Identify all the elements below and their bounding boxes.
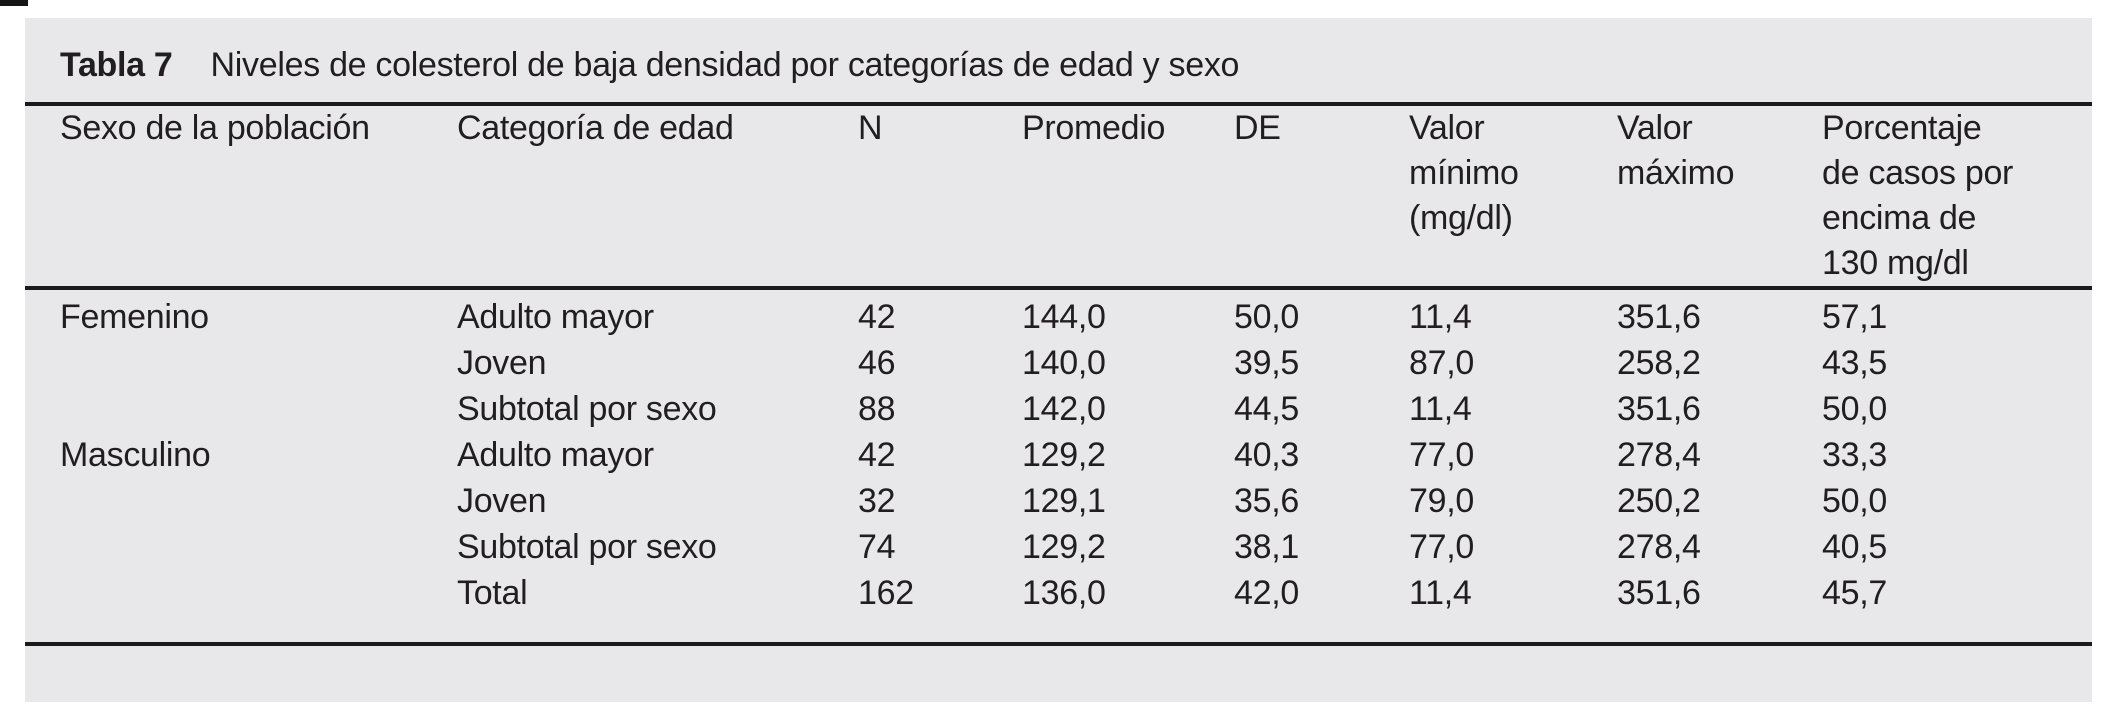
- column-header-n: N: [858, 106, 910, 290]
- cell-porcentaje: 45,7: [1822, 570, 2092, 646]
- cell-sexo: [25, 570, 457, 646]
- cell-categoria: Subtotal por sexo: [457, 528, 717, 566]
- cell-n: 42: [858, 298, 896, 336]
- column-header-categoria: Categoría de edad: [457, 106, 858, 290]
- cell-de: 40,3: [1234, 436, 1299, 474]
- table-row: Joven 32 129,1 35,6 79,0 250,2 50,0: [25, 478, 2092, 524]
- cell-n: 74: [858, 528, 896, 566]
- cell-sexo: [25, 340, 457, 386]
- table-row: Subtotal por sexo 74 129,2 38,1 77,0 278…: [25, 524, 2092, 570]
- spacer-cell: [910, 478, 1022, 524]
- cell-categoria: Adulto mayor: [457, 436, 654, 474]
- cell-valor-maximo: 278,4: [1617, 436, 1701, 474]
- cell-porcentaje: 50,0: [1822, 390, 1887, 428]
- cholesterol-table: Sexo de la población Categoría de edad N…: [25, 106, 2092, 646]
- cell-categoria: Total: [457, 570, 858, 646]
- cell-de: 39,5: [1234, 344, 1299, 382]
- spacer-cell: [910, 288, 1022, 340]
- spacer-cell: [910, 524, 1022, 570]
- cell-porcentaje: 57,1: [1822, 298, 1887, 336]
- cell-porcentaje: 50,0: [1822, 482, 1887, 520]
- cell-valor-minimo: 11,4: [1409, 390, 1472, 428]
- cell-valor-maximo: 258,2: [1617, 344, 1701, 382]
- cell-de: 42,0: [1234, 570, 1409, 646]
- cell-valor-minimo: 79,0: [1409, 482, 1474, 520]
- cell-de: 50,0: [1234, 298, 1299, 336]
- table-caption-label: Tabla 7: [60, 45, 173, 84]
- header-row: Sexo de la población Categoría de edad N…: [25, 106, 2092, 290]
- column-header-sexo: Sexo de la población: [25, 106, 457, 290]
- cell-categoria: Joven: [457, 482, 547, 520]
- table-panel: Tabla 7 Niveles de colesterol de baja de…: [25, 18, 2092, 702]
- table-caption-text: Niveles de colesterol de baja densidad p…: [210, 45, 1240, 84]
- table-caption: Tabla 7 Niveles de colesterol de baja de…: [25, 18, 2092, 106]
- scan-artifact-mark: [0, 0, 28, 6]
- cell-valor-maximo: 351,6: [1617, 390, 1701, 428]
- cell-sexo: [25, 386, 457, 432]
- spacer-cell: [910, 386, 1022, 432]
- cell-valor-minimo: 77,0: [1409, 436, 1474, 474]
- cell-promedio: 144,0: [1022, 298, 1106, 336]
- cell-promedio: 129,2: [1022, 436, 1106, 474]
- spacer-cell: [910, 340, 1022, 386]
- cell-sexo: Femenino: [60, 298, 209, 336]
- column-header-valor-maximo: Valor máximo: [1617, 106, 1822, 290]
- cell-promedio: 142,0: [1022, 390, 1106, 428]
- table-row: Masculino Adulto mayor 42 129,2 40,3 77,…: [25, 432, 2092, 478]
- column-header-porcentaje: Porcentaje de casos por encima de 130 mg…: [1822, 106, 2092, 290]
- table-row: Femenino Adulto mayor 42 144,0 50,0 11,4…: [25, 288, 2092, 340]
- cell-categoria: Joven: [457, 344, 547, 382]
- cell-valor-maximo: 250,2: [1617, 482, 1701, 520]
- cell-de: 35,6: [1234, 482, 1299, 520]
- cell-promedio: 129,2: [1022, 528, 1106, 566]
- cell-valor-maximo: 351,6: [1617, 298, 1701, 336]
- table-row: Total 162 136,0 42,0 11,4 351,6 45,7: [25, 570, 2092, 646]
- cell-valor-maximo: 351,6: [1617, 570, 1822, 646]
- column-header-promedio: Promedio: [1022, 106, 1234, 290]
- cell-valor-minimo: 11,4: [1409, 298, 1472, 336]
- column-header-de: DE: [1234, 106, 1409, 290]
- cell-categoria: Adulto mayor: [457, 298, 654, 336]
- spacer-cell: [910, 432, 1022, 478]
- cell-sexo: [25, 478, 457, 524]
- cell-valor-minimo: 11,4: [1409, 570, 1617, 646]
- cell-n: 46: [858, 344, 896, 382]
- column-header-valor-minimo: Valor mínimo (mg/dl): [1409, 106, 1617, 290]
- cell-categoria: Subtotal por sexo: [457, 390, 717, 428]
- cell-porcentaje: 43,5: [1822, 344, 1887, 382]
- cell-valor-maximo: 278,4: [1617, 528, 1701, 566]
- cell-valor-minimo: 87,0: [1409, 344, 1474, 382]
- cell-porcentaje: 40,5: [1822, 528, 1887, 566]
- cell-sexo: [25, 524, 457, 570]
- cell-promedio: 140,0: [1022, 344, 1106, 382]
- cell-promedio: 136,0: [1022, 570, 1234, 646]
- cell-n: 42: [858, 436, 896, 474]
- spacer-cell: [910, 570, 1022, 646]
- table-row: Subtotal por sexo 88 142,0 44,5 11,4 351…: [25, 386, 2092, 432]
- cell-n: 32: [858, 482, 896, 520]
- cell-promedio: 129,1: [1022, 482, 1106, 520]
- cell-de: 44,5: [1234, 390, 1299, 428]
- header-spacer: [910, 106, 1022, 290]
- cell-valor-minimo: 77,0: [1409, 528, 1474, 566]
- table-row: Joven 46 140,0 39,5 87,0 258,2 43,5: [25, 340, 2092, 386]
- cell-porcentaje: 33,3: [1822, 436, 1887, 474]
- cell-sexo: Masculino: [60, 436, 211, 474]
- cell-n: 88: [858, 390, 896, 428]
- cell-n: 162: [858, 570, 914, 646]
- cell-de: 38,1: [1234, 528, 1299, 566]
